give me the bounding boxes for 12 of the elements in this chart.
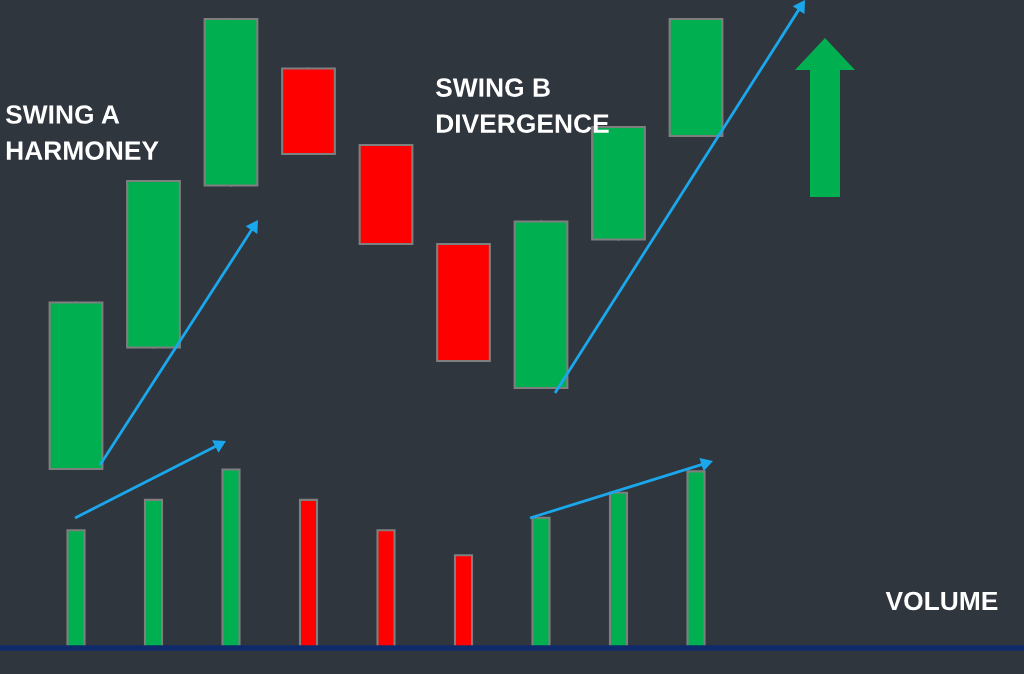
annotation: SWING B DIVERGENCE [435,78,609,133]
bar [453,554,474,648]
bar [608,491,629,648]
bar [686,470,706,648]
annotation: SWING A HARMONEY [5,105,159,160]
bar [531,516,551,648]
bar [66,529,86,648]
bar [221,468,241,648]
text: VOLUME [885,591,998,611]
bar [376,529,396,648]
bar [298,498,319,648]
bar [143,498,164,648]
